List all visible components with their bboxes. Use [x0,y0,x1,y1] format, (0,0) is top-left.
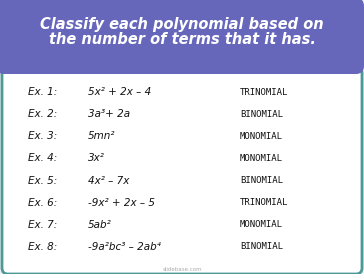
Text: 5x² + 2x – 4: 5x² + 2x – 4 [88,87,151,97]
Text: BINOMIAL: BINOMIAL [240,110,283,119]
Text: MONOMIAL: MONOMIAL [240,132,283,141]
Text: Ex. 7:: Ex. 7: [28,220,57,230]
Text: TRINOMIAL: TRINOMIAL [240,198,288,207]
Text: 5mn²: 5mn² [88,131,115,141]
Text: BINOMIAL: BINOMIAL [240,176,283,185]
Text: -9a²bc³ – 2ab⁴: -9a²bc³ – 2ab⁴ [88,242,161,252]
Text: Classify each polynomial based on: Classify each polynomial based on [40,16,324,32]
Text: Ex. 5:: Ex. 5: [28,176,57,185]
FancyBboxPatch shape [2,67,362,274]
Text: -9x² + 2x – 5: -9x² + 2x – 5 [88,198,155,208]
Text: Ex. 6:: Ex. 6: [28,198,57,208]
Text: 5ab²: 5ab² [88,220,112,230]
Text: slidebase.com: slidebase.com [162,267,202,272]
Text: 4x² – 7x: 4x² – 7x [88,176,129,185]
Text: BINOMIAL: BINOMIAL [240,242,283,252]
Text: Ex. 2:: Ex. 2: [28,109,57,119]
Text: MONOMIAL: MONOMIAL [240,220,283,229]
Text: Ex. 3:: Ex. 3: [28,131,57,141]
Text: the number of terms that it has.: the number of terms that it has. [48,33,316,47]
Text: Ex. 8:: Ex. 8: [28,242,57,252]
Text: TRINOMIAL: TRINOMIAL [240,88,288,96]
Text: Ex. 1:: Ex. 1: [28,87,57,97]
Text: MONOMIAL: MONOMIAL [240,154,283,163]
FancyBboxPatch shape [0,0,364,74]
Text: 3a³+ 2a: 3a³+ 2a [88,109,130,119]
Text: Ex. 4:: Ex. 4: [28,153,57,163]
Text: 3x²: 3x² [88,153,105,163]
